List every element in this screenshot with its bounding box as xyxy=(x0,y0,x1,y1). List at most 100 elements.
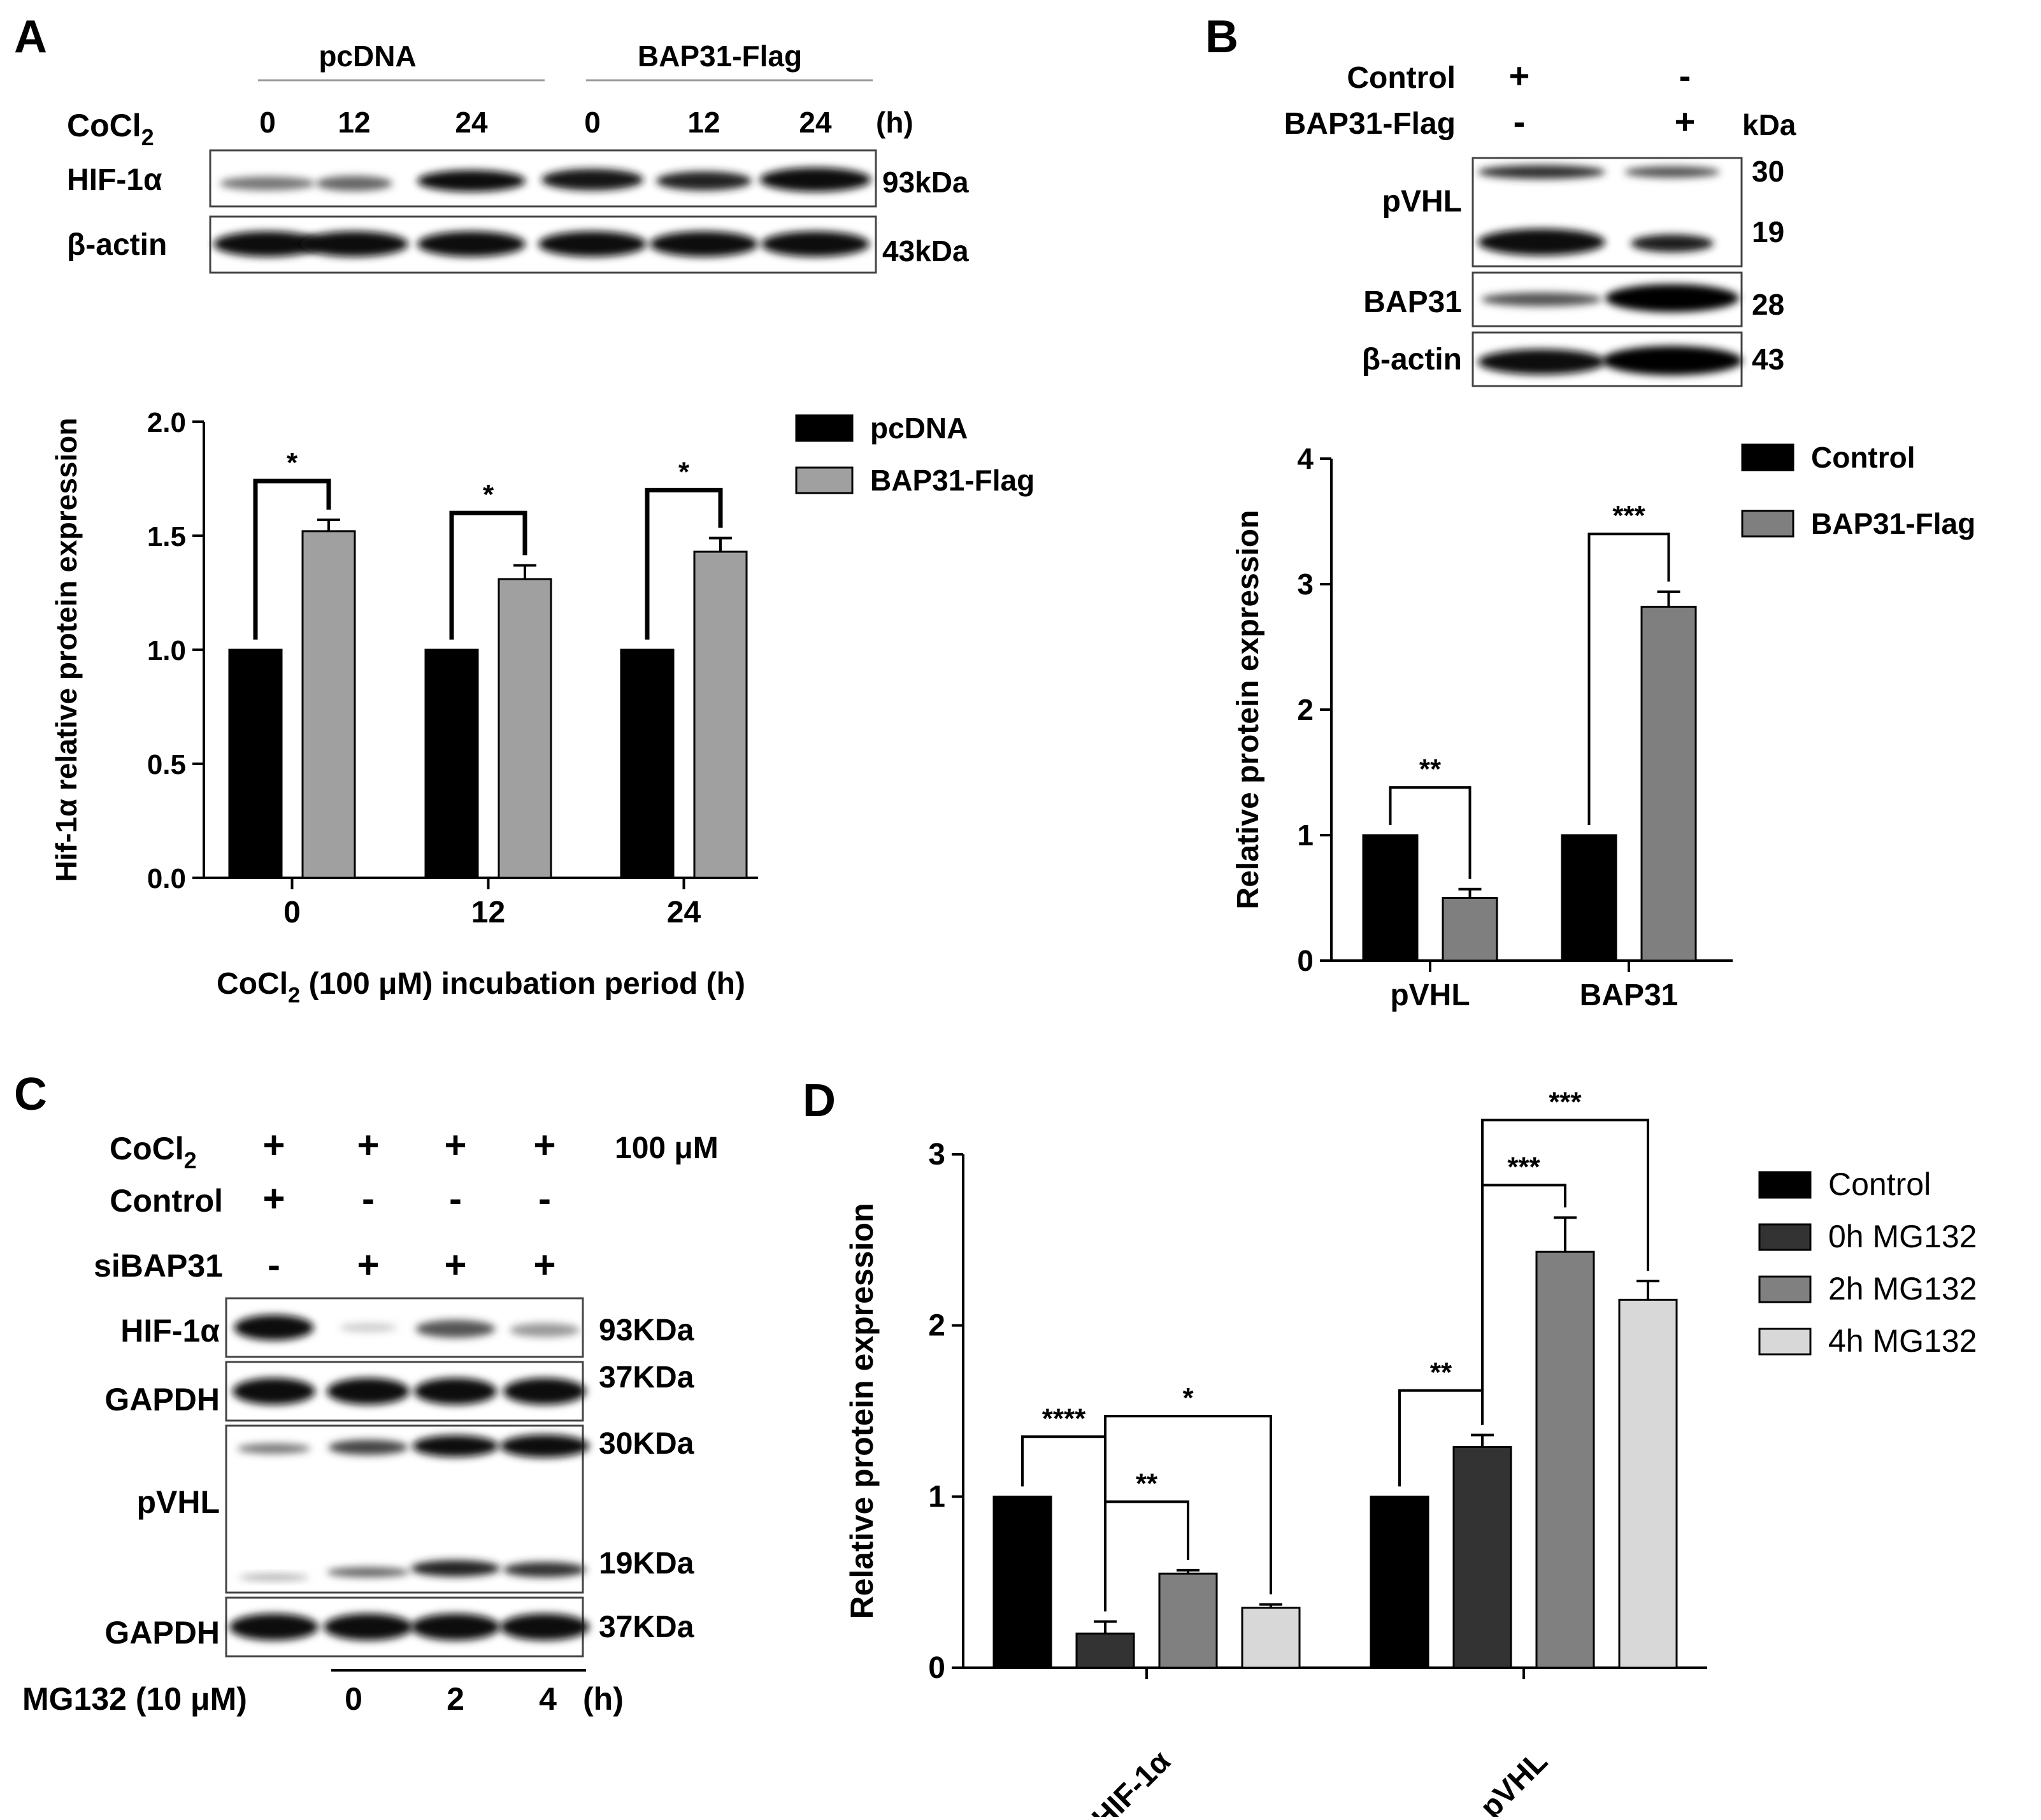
significance-bracket xyxy=(1389,786,1472,879)
band-pvhl-30 xyxy=(237,1444,311,1454)
x-tick-label: 0 xyxy=(283,896,301,929)
band-gapdh xyxy=(503,1378,586,1405)
significance-label: * xyxy=(483,479,494,510)
bar-0h-mg132 xyxy=(1452,1445,1512,1669)
significance-label: * xyxy=(287,447,298,478)
y-tick-label: 2 xyxy=(928,1309,945,1343)
y-axis-label: Relative protein expression xyxy=(844,1203,880,1619)
mw-label: 19KDa xyxy=(599,1547,694,1580)
significance-bracket xyxy=(1104,1415,1272,1612)
mw-label: 37KDa xyxy=(599,1610,694,1644)
legend-swatch xyxy=(1758,1223,1812,1251)
mw-label: 43kDa xyxy=(882,234,969,268)
bar-control xyxy=(992,1495,1052,1669)
legend-swatch xyxy=(1741,510,1794,538)
y-tick-label: 0.0 xyxy=(147,863,186,894)
sign: + xyxy=(262,1177,285,1220)
blot-label-gapdh: GAPDH xyxy=(104,1615,220,1651)
group-label-pcdna: pcDNA xyxy=(319,39,416,73)
legend-label: BAP31-Flag xyxy=(1811,507,1975,540)
condition-label-sibap31: siBAP31 xyxy=(94,1248,223,1284)
band-actin xyxy=(650,231,758,257)
legend-label: Control xyxy=(1828,1166,1931,1202)
significance-label: ** xyxy=(1419,754,1442,785)
band-bap31 xyxy=(1481,292,1602,306)
bar-2h-mg132 xyxy=(1535,1250,1595,1669)
band-pvhl-30 xyxy=(1624,166,1720,178)
bar-control xyxy=(1362,834,1419,962)
bar-control xyxy=(1370,1495,1429,1669)
sign: - xyxy=(538,1177,551,1220)
sign: + xyxy=(444,1243,466,1286)
band-hif1a xyxy=(316,176,392,191)
band-hif1a xyxy=(415,1320,496,1338)
mg132-unit: (h) xyxy=(583,1681,624,1717)
y-tick-label: 0 xyxy=(1297,944,1314,977)
sign: - xyxy=(1514,101,1526,141)
condition-label-bap31-flag: BAP31-Flag xyxy=(1284,107,1456,141)
y-tick-label: 3 xyxy=(928,1138,945,1172)
band-hif1a xyxy=(510,1323,580,1337)
time-label: 24 xyxy=(455,106,488,139)
mw-label: 37KDa xyxy=(599,1361,694,1394)
band-hif1a xyxy=(220,176,315,190)
legend-swatch xyxy=(1758,1328,1812,1356)
kda-unit: kDa xyxy=(1742,108,1796,141)
band-gapdh xyxy=(500,1614,589,1640)
y-tick-label: 2.0 xyxy=(147,407,186,438)
blot-label-actin: β-actin xyxy=(1362,343,1462,376)
y-tick-label: 0.5 xyxy=(147,749,186,780)
y-axis-label: Relative protein expression xyxy=(1231,510,1265,910)
band-actin xyxy=(761,231,870,257)
legend-swatch xyxy=(1758,1171,1812,1199)
mw-label: 93kDa xyxy=(882,166,969,199)
band-gapdh xyxy=(411,1614,500,1640)
band-hif1a xyxy=(759,168,871,192)
legend-label: BAP31-Flag xyxy=(870,464,1035,497)
sign: + xyxy=(1675,101,1696,141)
blot-label-pvhl: pVHL xyxy=(1382,185,1462,219)
band-pvhl-19 xyxy=(239,1574,309,1580)
band-actin xyxy=(213,231,322,257)
legend-swatch xyxy=(795,466,854,494)
bar-bap31-flag xyxy=(1442,897,1498,962)
x-tick-label: BAP31 xyxy=(1580,978,1679,1012)
band-actin xyxy=(538,231,647,257)
legend-label: Control xyxy=(1811,441,1916,474)
treatment-label-cocl2: CoCl2 xyxy=(110,1131,197,1173)
bar-bap31-flag xyxy=(1640,605,1697,962)
band-bap31 xyxy=(1605,284,1739,312)
y-tick-label: 2 xyxy=(1297,693,1314,726)
significance-label: * xyxy=(678,456,690,487)
band-hif1a xyxy=(656,171,752,190)
sign: - xyxy=(1679,55,1691,96)
group-label-bap31-flag: BAP31-Flag xyxy=(638,39,802,73)
bar-pcdna xyxy=(424,648,479,879)
panel-letter-b: B xyxy=(1205,11,1238,62)
condition-label-control: Control xyxy=(1347,61,1456,95)
legend-label: 0h MG132 xyxy=(1828,1219,1977,1254)
bar-pcdna xyxy=(620,648,675,879)
significance-bracket xyxy=(645,487,723,640)
mw-label: 30 xyxy=(1752,155,1784,188)
concentration-label: 100 μM xyxy=(615,1131,719,1165)
sign: + xyxy=(533,1124,555,1166)
legend-swatch xyxy=(795,414,854,442)
mg132-time: 2 xyxy=(447,1681,464,1717)
sign: + xyxy=(357,1124,379,1166)
significance-label: *** xyxy=(1507,1151,1540,1182)
band-pvhl-19 xyxy=(327,1567,410,1577)
bar-bap31-flag xyxy=(498,578,552,879)
x-axis-label: CoCl2 (100 μM) incubation period (h) xyxy=(217,967,745,1007)
band-pvhl-19 xyxy=(503,1562,586,1577)
band-pvhl-19 xyxy=(411,1560,500,1577)
time-unit: (h) xyxy=(876,106,913,139)
band-hif1a xyxy=(340,1323,397,1332)
y-tick-label: 3 xyxy=(1297,568,1314,601)
band-pvhl-30 xyxy=(1478,165,1605,179)
time-label: 0 xyxy=(259,106,276,139)
significance-label: **** xyxy=(1042,1403,1086,1434)
y-tick-label: 1.0 xyxy=(147,635,186,666)
